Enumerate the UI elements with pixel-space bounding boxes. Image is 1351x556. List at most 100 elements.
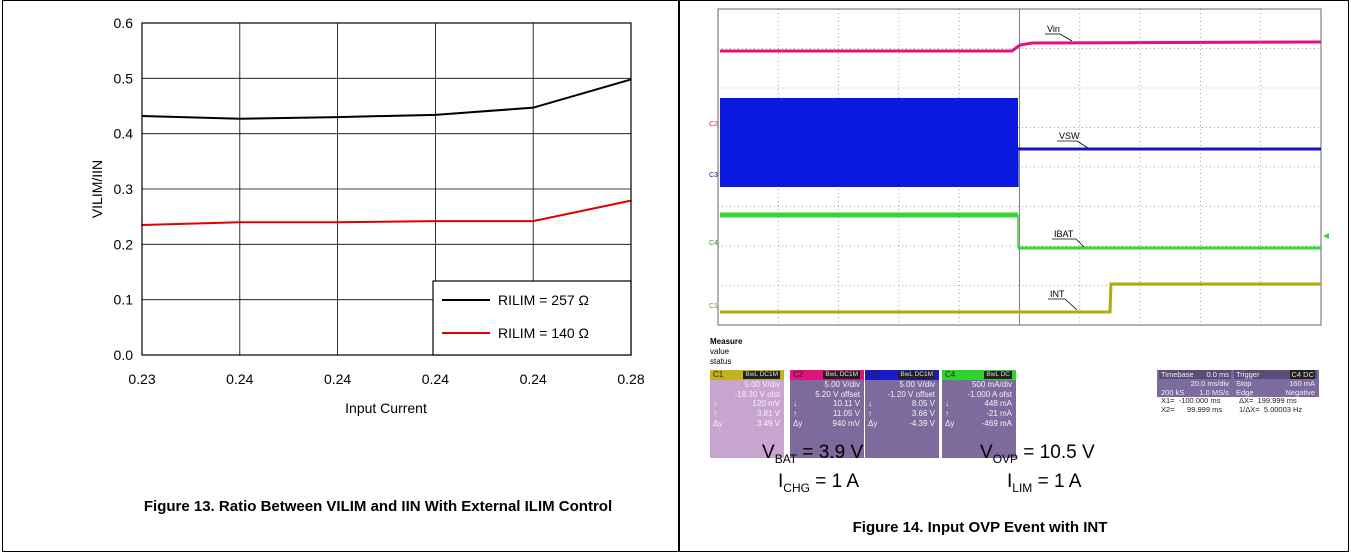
- data-point: [434, 220, 437, 222]
- down-symbol: ↓: [945, 399, 949, 409]
- oscilloscope-screen: Vin VSW IBAT INT C2 C3 C4 C1: [709, 8, 1329, 326]
- trigger-mode: Stop: [1236, 379, 1252, 388]
- channel-badge: BwL DC1M: [743, 371, 780, 379]
- x-tick-label: 0.24: [324, 371, 351, 387]
- right-figure-panel: Vin VSW IBAT INT C2 C3 C4 C1 Measure val…: [679, 0, 1349, 552]
- timebase-div: 20.0 ms/div: [1190, 379, 1229, 388]
- ichg-condition: ICHG = 1 A: [778, 471, 860, 495]
- y-tick-label: 0.2: [114, 236, 134, 252]
- trace-label-vsw: VSW: [1059, 131, 1080, 141]
- timebase-trigger-panel: Timebase 0.0 ms 20.0 ms/div 200 kS 1.0 M…: [1157, 370, 1319, 414]
- vsw-trace: [720, 98, 1321, 187]
- measure-box-c3: C3 BwL DC1M 5.00 V/div -1.20 V offset ↓ 8.05 …: [865, 370, 939, 458]
- left-figure-panel: 0.0 0.1 0.2 0.3 0.4 0.5 0.6 0.23 0.24 0.24 0.24 0.…: [2, 0, 679, 552]
- down-symbol: ↓: [868, 399, 872, 409]
- int-line: [720, 282, 1321, 314]
- timebase-value: 0.0 ms: [1206, 370, 1229, 379]
- delta-y-symbol: Δy: [945, 418, 955, 428]
- channel-v2: -21 mA: [986, 409, 1012, 419]
- measure-box-header: C2 BwL DC1M: [790, 370, 864, 380]
- measure-value-label: value: [710, 347, 730, 356]
- trace-label-vin: Vin: [1047, 24, 1060, 34]
- ibat-trace: [720, 212, 1329, 250]
- trigger-marker: [1323, 233, 1329, 239]
- channel-offset: 5.20 V offset: [815, 389, 860, 399]
- legend-label-140: RILIM = 140 Ω: [498, 325, 589, 341]
- data-point: [532, 220, 534, 222]
- up-symbol: ↑: [713, 409, 717, 419]
- timebase-samples: 200 kS: [1161, 388, 1185, 397]
- channel-marker-c4: C4: [709, 240, 718, 247]
- x-axis-label: Input Current: [345, 400, 427, 416]
- figure-13-caption: Figure 13. Ratio Between VILIM and IIN W…: [143, 498, 613, 515]
- channel-v1: 10.11 V: [833, 399, 860, 409]
- plot-frame: [141, 22, 632, 356]
- x-tick-label: 0.24: [226, 371, 253, 387]
- data-point: [532, 106, 534, 109]
- x-tick-label: 0.23: [128, 371, 155, 387]
- trigger-label: Trigger: [1236, 370, 1260, 379]
- down-symbol: ↓: [793, 399, 797, 409]
- channel-name: C2: [793, 370, 804, 379]
- series-line-1: [141, 199, 632, 226]
- x-tick-label: 0.24: [422, 371, 449, 387]
- cursor-dx: ΔX= 199.999 ms: [1239, 396, 1297, 405]
- down-symbol: ↓: [713, 399, 717, 409]
- ilim-condition: ILIM = 1 A: [1007, 471, 1082, 495]
- data-point: [239, 117, 241, 120]
- delta-y-symbol: Δy: [713, 418, 723, 428]
- channel-dy: 940 mV: [832, 418, 860, 428]
- cursor-x2: X2= 99.999 ms: [1161, 404, 1223, 414]
- measure-box-header: C4 BwL DC: [942, 370, 1016, 380]
- measure-box-c1: C1 BwL DC1M 5.00 V/div -18.30 V ofst ↓ 120 mV…: [710, 370, 784, 458]
- channel-badge: BwL DC: [984, 371, 1012, 379]
- vin-line: [720, 40, 1322, 53]
- cursor-x1: X1= -100.000 ms: [1161, 396, 1221, 405]
- y-tick-label: 0.3: [114, 181, 134, 197]
- channel-marker-c2: C2: [709, 121, 718, 128]
- trigger-level: 160 mA: [1289, 379, 1315, 388]
- channel-offset: -1.20 V offset: [887, 389, 935, 399]
- channel-scale: 5.00 V/div: [824, 380, 860, 389]
- measure-status-label: status: [710, 357, 732, 366]
- measure-box-c4: C4 BwL DC 500 mA/div -1.000 A ofst ↓ 448 mA ↑ -…: [942, 370, 1016, 458]
- up-symbol: ↑: [945, 409, 949, 419]
- y-tick-labels: 0.0 0.1 0.2 0.3 0.4 0.5 0.6: [114, 15, 134, 363]
- channel-scale: 500 mA/div: [971, 380, 1012, 389]
- y-tick-label: 0.5: [114, 70, 134, 86]
- channel-scale: 5.00 V/div: [899, 380, 935, 389]
- delta-y-symbol: Δy: [868, 418, 878, 428]
- figure-14-caption: Figure 14. Input OVP Event with INT: [852, 519, 1108, 536]
- channel-v2: 3.66 V: [911, 409, 935, 419]
- y-tick-label: 0.0: [114, 347, 134, 363]
- y-tick-label: 0.1: [114, 292, 134, 308]
- chart-series-lines: [141, 78, 632, 226]
- delta-y-symbol: Δy: [793, 418, 803, 428]
- trace-label-int: INT: [1050, 289, 1065, 299]
- data-point: [434, 114, 437, 116]
- timebase-rate: 1.0 MS/s: [1199, 388, 1229, 397]
- data-point: [336, 116, 339, 118]
- measure-box-c2: C2 BwL DC1M 5.00 V/div 5.20 V offset ↓ 10.11 …: [790, 370, 864, 458]
- legend: RILIM = 257 Ω RILIM = 140 Ω: [432, 280, 632, 356]
- channel-badge: BwL DC1M: [898, 371, 935, 379]
- data-point: [239, 221, 241, 223]
- channel-v1: 120 mV: [752, 399, 780, 409]
- trigger-type: Edge: [1236, 388, 1254, 397]
- x-tick-label: 0.28: [617, 371, 644, 387]
- y-axis-label: VILIM/IIN: [89, 160, 105, 218]
- cursor-inv-dx: 1/ΔX= 5.00003 Hz: [1239, 404, 1303, 414]
- up-symbol: ↑: [868, 409, 872, 419]
- trigger-slope: Negative: [1285, 388, 1315, 397]
- chart-grid: [142, 23, 631, 355]
- trigger-badge: C4 DC: [1290, 370, 1315, 379]
- vsw-switching-burst: [720, 98, 1018, 187]
- vin-trace: [720, 40, 1322, 53]
- series-line-0: [141, 78, 632, 120]
- ratio-chart: 0.00.10.20.30.40.50.6 0.23 0.24 0.24 0.24 0.…: [89, 15, 645, 416]
- channel-badge: BwL DC1M: [823, 371, 860, 379]
- scope-frame: [717, 8, 1322, 326]
- channel-scale: 5.00 V/div: [744, 380, 780, 389]
- channel-v1: 8.05 V: [911, 399, 935, 409]
- up-symbol: ↑: [793, 409, 797, 419]
